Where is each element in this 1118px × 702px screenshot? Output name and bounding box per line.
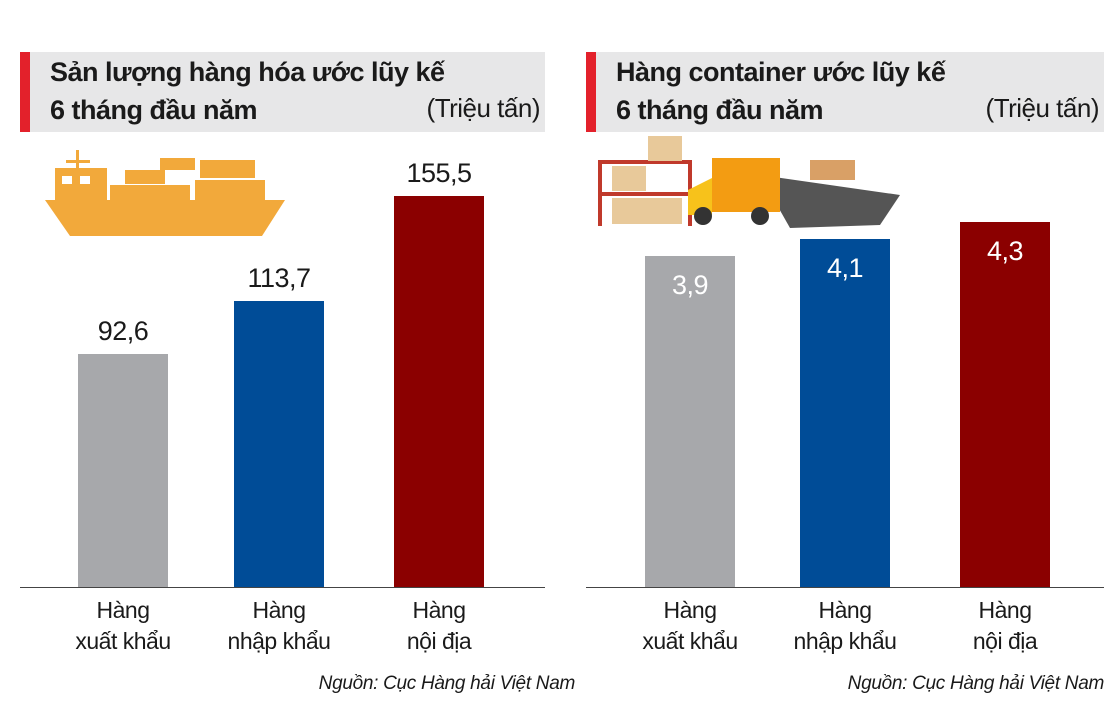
header-bg bbox=[20, 52, 545, 132]
baseline bbox=[586, 587, 1104, 588]
header-bg bbox=[586, 52, 1104, 132]
truck-ship-icon bbox=[598, 136, 900, 228]
value-label: 4,3 bbox=[986, 236, 1024, 266]
bar bbox=[960, 222, 1050, 587]
chart-title: Sản lượng hàng hóa ước lũy kế 6 tháng đầ… bbox=[50, 57, 445, 125]
value-label: 113,7 bbox=[247, 263, 311, 294]
category-label: Hàng nội địa bbox=[972, 597, 1038, 654]
value-label: 92,6 bbox=[97, 316, 149, 347]
unit-label: (Triệu tấn) bbox=[985, 93, 1100, 123]
bar bbox=[234, 301, 324, 587]
bar bbox=[78, 354, 168, 587]
category-label: Hàng nội địa bbox=[406, 597, 472, 654]
header-accent bbox=[586, 52, 596, 132]
category-label: Hàng nhập khẩu bbox=[793, 597, 897, 654]
source-note: Nguồn: Cục Hàng hải Việt Nam bbox=[318, 673, 576, 694]
header-accent bbox=[20, 52, 30, 132]
value-label: 4,1 bbox=[826, 252, 864, 283]
category-label: Hàng xuất khẩu bbox=[75, 597, 171, 654]
chart-title: Hàng container ước lũy kế 6 tháng đầu nă… bbox=[616, 57, 946, 125]
value-label: 155,5 bbox=[406, 158, 472, 188]
ship-icon bbox=[45, 150, 285, 236]
value-label: 3,9 bbox=[671, 269, 709, 300]
source-note: Nguồn: Cục Hàng hải Việt Nam bbox=[847, 673, 1105, 694]
bar bbox=[645, 255, 735, 587]
baseline bbox=[20, 587, 545, 588]
category-label: Hàng xuất khẩu bbox=[642, 597, 738, 654]
bar bbox=[800, 238, 890, 587]
category-label: Hàng nhập khẩu bbox=[227, 597, 331, 654]
unit-label: (Triệu tấn) bbox=[426, 93, 541, 123]
bar bbox=[394, 196, 484, 587]
